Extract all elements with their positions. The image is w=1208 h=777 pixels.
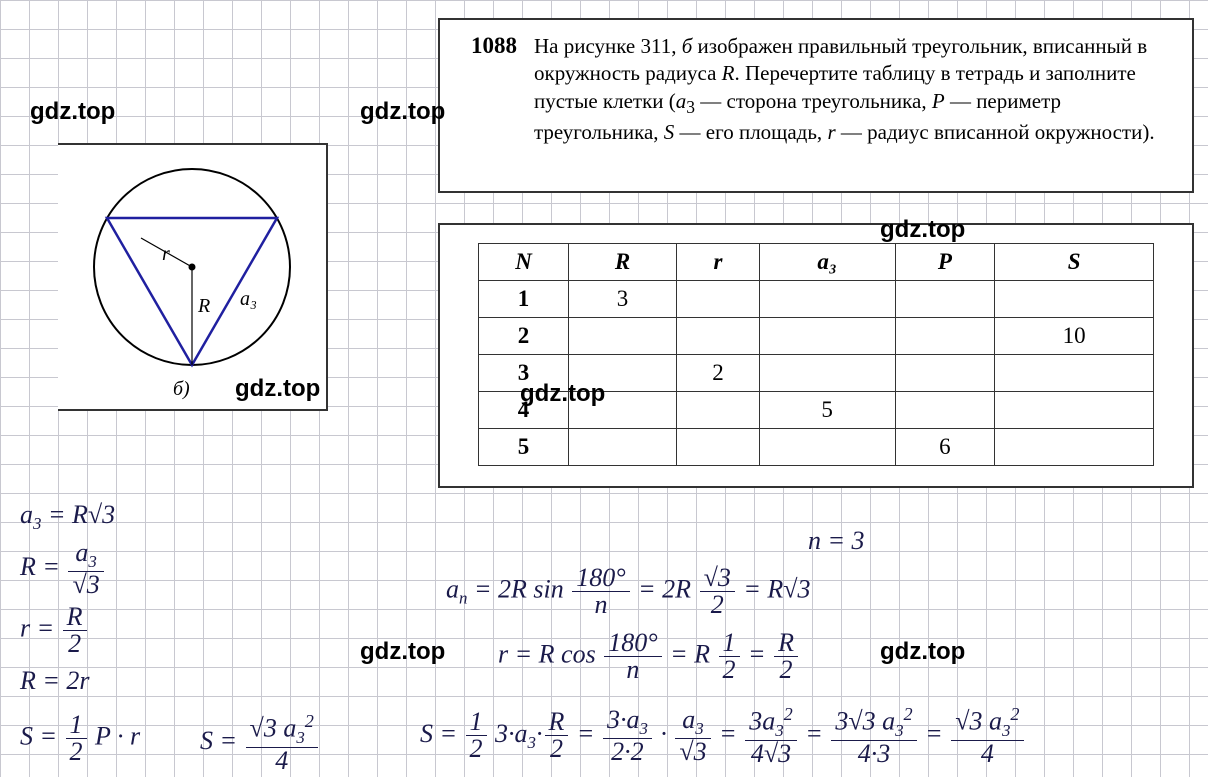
svg-text:r: r: [162, 243, 170, 265]
table-cell: 6: [895, 429, 995, 466]
table-cell: [569, 429, 677, 466]
table-cell: 2: [479, 318, 569, 355]
formula-r: r = R2: [20, 604, 89, 657]
col-N: N: [479, 244, 569, 281]
table-row: 56: [479, 429, 1154, 466]
table-cell: [759, 318, 895, 355]
svg-text:a₃: a₃: [240, 288, 257, 310]
watermark: gdz.top: [520, 380, 605, 408]
formula-S-area: S = √3 a324: [200, 712, 320, 774]
table-cell: [895, 355, 995, 392]
table-cell: [759, 429, 895, 466]
formula-a3: a3 = R√3: [20, 502, 115, 533]
table-cell: [995, 392, 1154, 429]
table-row: 2 10: [479, 318, 1154, 355]
table-cell: [895, 318, 995, 355]
svg-text:R: R: [197, 295, 210, 317]
formula-S-derivation: S = 12 3·a3·R2 = 3·a32·2 · a3√3 = 3a324√…: [420, 705, 1026, 767]
table-row: 13: [479, 281, 1154, 318]
table-cell: [995, 281, 1154, 318]
table-cell: [569, 318, 677, 355]
table-cell: 2: [677, 355, 760, 392]
table-cell: [995, 429, 1154, 466]
formula-R: R = a3√3: [20, 540, 106, 598]
table-cell: 5: [479, 429, 569, 466]
watermark: gdz.top: [235, 375, 320, 403]
problem-statement-box: 1088 На рисунке 311, б изображен правиль…: [438, 18, 1194, 193]
figure-box: r R a₃ б): [58, 143, 328, 411]
col-P: P: [895, 244, 995, 281]
figure-label: б): [173, 378, 190, 401]
table-cell: [759, 355, 895, 392]
formula-r-cos: r = R cos 180°n = R 12 = R2: [498, 630, 800, 683]
table-box: N R r a₃ P S 13210324556: [438, 223, 1194, 488]
watermark: gdz.top: [360, 638, 445, 666]
table-cell: 3: [569, 281, 677, 318]
table-cell: [895, 281, 995, 318]
col-r: r: [677, 244, 760, 281]
table-cell: [677, 429, 760, 466]
formula-R2r: R = 2r: [20, 668, 90, 694]
watermark: gdz.top: [880, 638, 965, 666]
formula-n3: n = 3: [808, 528, 865, 554]
table-cell: [677, 392, 760, 429]
table-cell: 1: [479, 281, 569, 318]
problem-number: 1088: [458, 33, 530, 59]
table-cell: [677, 318, 760, 355]
problem-text: На рисунке 311, б изображен правильный т…: [534, 33, 1174, 146]
watermark: gdz.top: [880, 216, 965, 244]
col-S: S: [995, 244, 1154, 281]
formula-an: an = 2R sin 180°n = 2R √32 = R√3: [446, 565, 811, 618]
triangle-in-circle-diagram: r R a₃: [80, 157, 305, 382]
col-R: R: [569, 244, 677, 281]
table-cell: [995, 355, 1154, 392]
watermark: gdz.top: [30, 98, 115, 126]
formula-S-perimeter: S = 12 P · r: [20, 712, 140, 765]
table-cell: 10: [995, 318, 1154, 355]
table-header-row: N R r a₃ P S: [479, 244, 1154, 281]
table-cell: 5: [759, 392, 895, 429]
watermark: gdz.top: [360, 98, 445, 126]
col-a3: a₃: [759, 244, 895, 281]
table-cell: [895, 392, 995, 429]
data-table: N R r a₃ P S 13210324556: [478, 243, 1154, 466]
table-cell: [759, 281, 895, 318]
table-cell: [677, 281, 760, 318]
